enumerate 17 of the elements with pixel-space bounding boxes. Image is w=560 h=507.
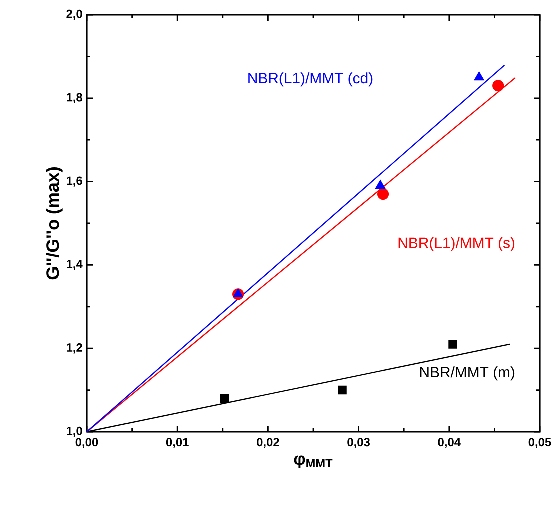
text: NBR(L1)/MMT (cd) <box>248 72 373 87</box>
x-tick-label: 0,05 <box>528 438 552 448</box>
y-tick-label: 1,4 <box>67 260 83 270</box>
y-axis-title: G''/G''o (max) <box>46 168 63 280</box>
x-tick-label: 0,02 <box>257 438 280 448</box>
y-tick-label: 2,0 <box>66 10 82 20</box>
series-label: NBR/MMT (m) <box>420 366 515 381</box>
x-axis-title: φ$_{MMT}$ <box>294 456 333 468</box>
y-tick-label: 1,6 <box>67 176 82 187</box>
y-tick-label: 1,0 <box>67 426 82 438</box>
x-tick-label: 0,04 <box>438 438 461 448</box>
text: NBR(L1)/MMT (s) <box>398 237 515 252</box>
x-tick-label: 0,00 <box>76 438 98 448</box>
x-tick-label: 0,01 <box>166 438 189 448</box>
x-tick-label: 0,03 <box>348 438 370 448</box>
y-tick-label: 1,2 <box>67 344 82 354</box>
y-tick-label: 1,8 <box>67 93 83 104</box>
